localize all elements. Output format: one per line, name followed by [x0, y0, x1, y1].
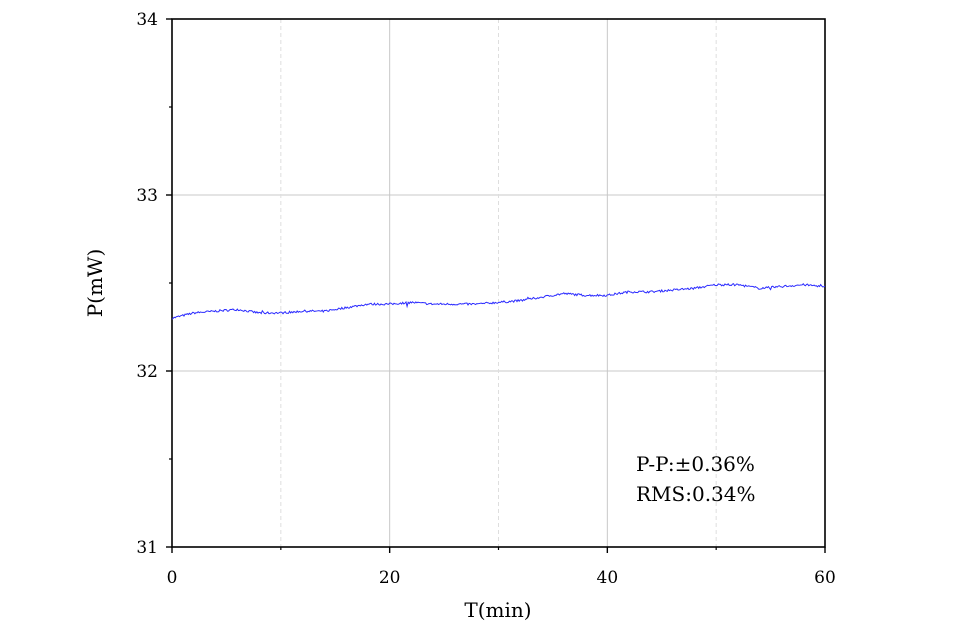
- x-tick-label: 20: [379, 568, 401, 588]
- y-tick-label: 32: [136, 362, 158, 382]
- y-tick-label: 34: [136, 10, 158, 30]
- axis-ticks: [166, 18, 826, 553]
- grid-lines: [172, 19, 825, 547]
- y-tick-label: 31: [136, 538, 158, 558]
- y-axis-label: P(mW): [83, 249, 107, 318]
- peak-to-peak-annotation: P-P:±0.36%: [636, 452, 755, 476]
- x-tick-label: 40: [597, 568, 619, 588]
- power-series-line: [171, 283, 826, 320]
- x-tick-label: 0: [167, 568, 178, 588]
- x-axis-label: T(min): [464, 598, 531, 622]
- x-tick-label: 60: [814, 568, 836, 588]
- rms-annotation: RMS:0.34%: [636, 482, 756, 506]
- tick-labels: 0 20 40 60 31 32 33 34: [136, 10, 835, 588]
- y-tick-label: 33: [136, 186, 158, 206]
